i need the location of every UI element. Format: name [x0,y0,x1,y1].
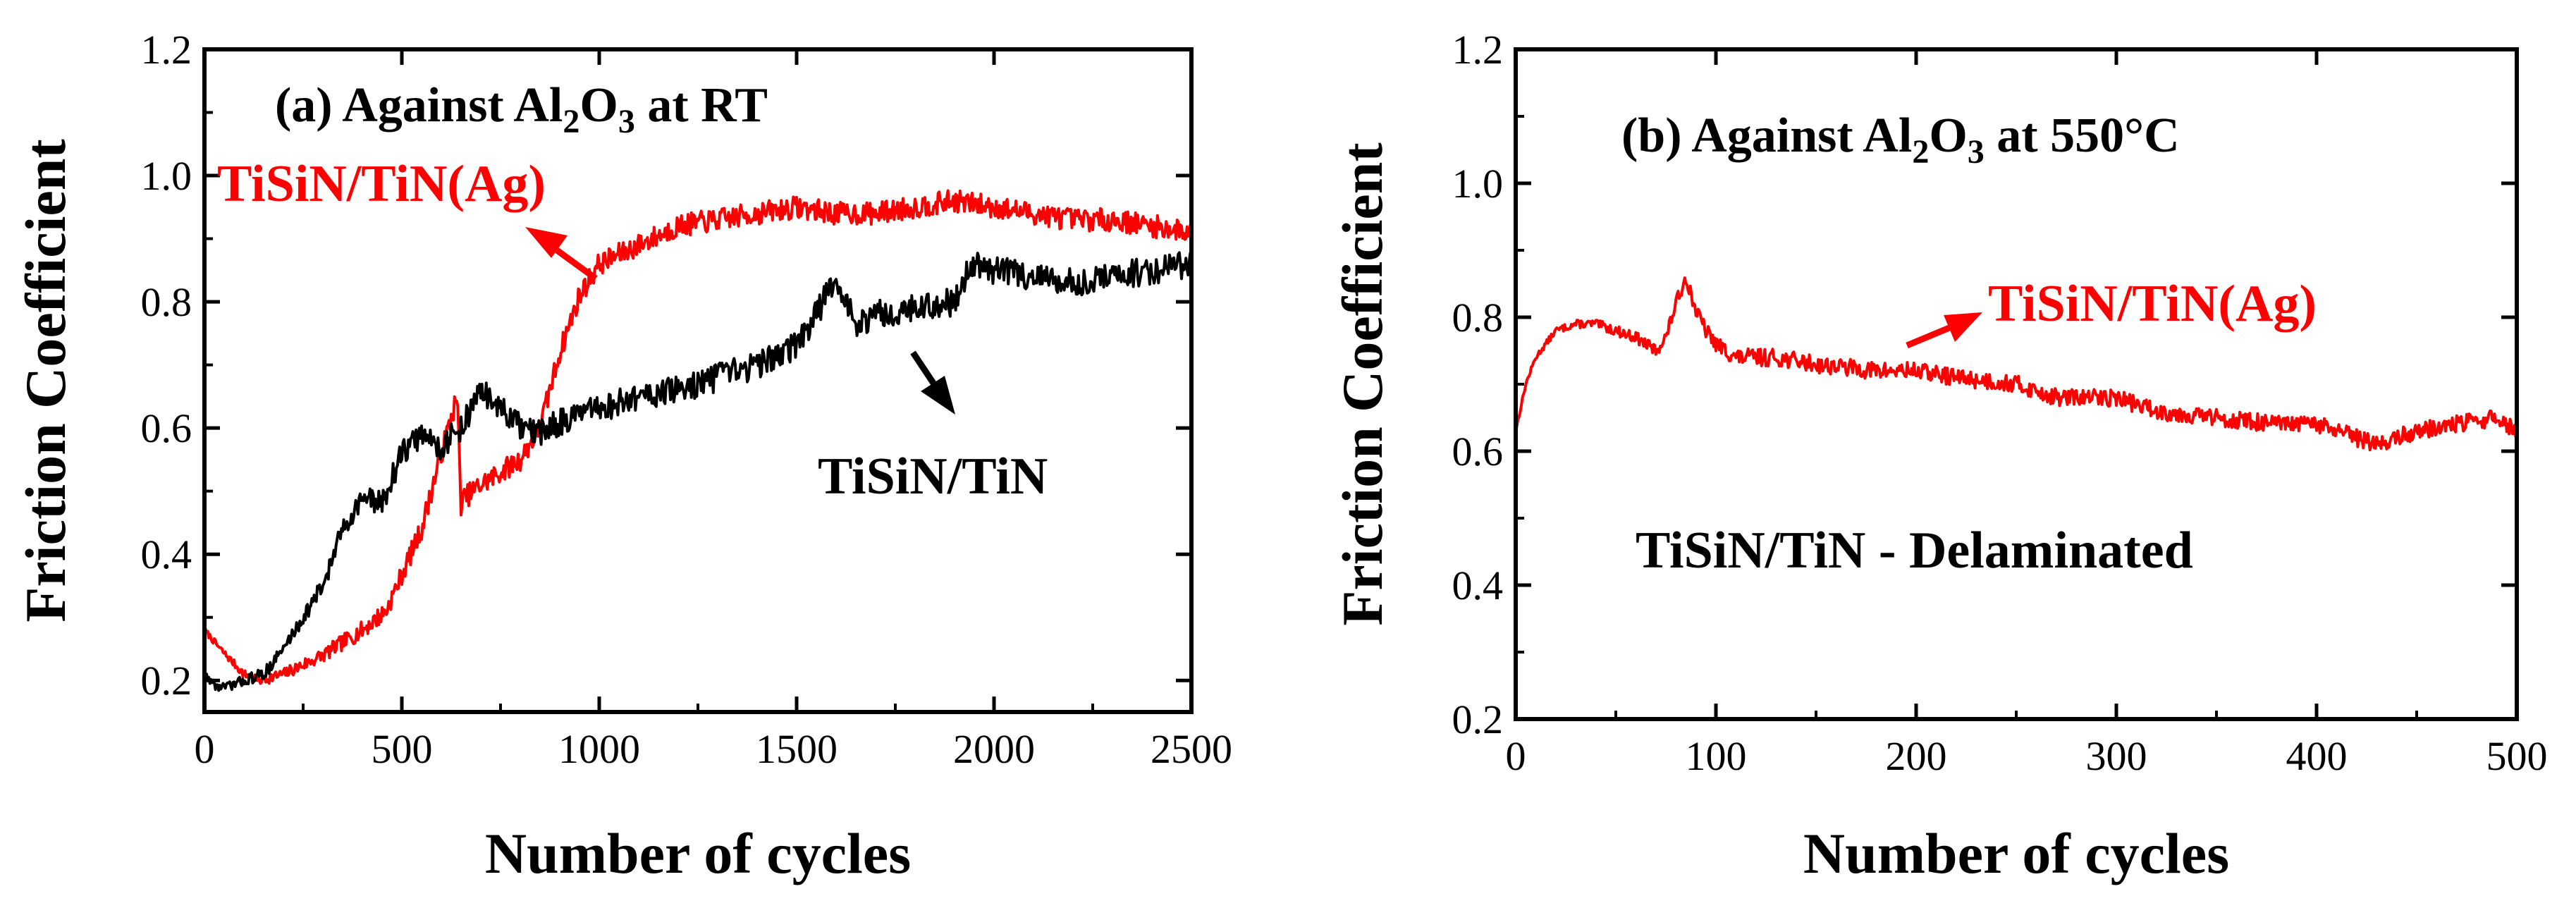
panel-b: 0 100 200 300 400 500 0.2 0.4 0.6 0.8 1.0 1.2 Frict… [1330,27,2548,885]
panel-a-xtick-label: 2000 [953,726,1035,772]
panel-a-xtick-label: 2500 [1151,726,1232,772]
panel-a: 0 500 1000 1500 2000 2500 0.2 0.4 0.6 0.8 1.0 1.2 F… [13,27,1232,885]
panel-a-ylabel: Friction Coefficient [13,139,78,622]
panel-b-ytick-label: 1.2 [1452,27,1504,73]
panel-a-ytick-label: 0.6 [141,405,192,451]
panel-b-red-series-label: TiSiN/TiN(Ag) [1988,275,2317,333]
panel-b-ytick-label: 0.2 [1452,697,1504,742]
panel-a-black-arrow [910,350,955,415]
panel-a-xtick-label: 1000 [558,726,640,772]
panel-a-series-tisin-tin-ag-line [203,189,1193,685]
panel-a-ytick-label: 0.8 [141,279,192,325]
panel-b-title: (b) Against Al2O3 at 550°C [1621,109,2180,171]
panel-b-title-suffix: at 550°C [1985,109,2180,163]
panel-b-ytick-label: 0.4 [1452,563,1504,608]
panel-b-xtick-label: 100 [1686,733,1747,779]
panel-a-ytick-label: 1.0 [141,153,192,199]
panel-a-red-series-label: TiSiN/TiN(Ag) [217,155,546,213]
panel-b-title-prefix: (b) Against Al [1621,109,1912,163]
panel-a-red-arrow [525,227,598,281]
panel-b-delaminated-note: TiSiN/TiN - Delaminated [1636,522,2193,579]
panel-a-title: (a) Against Al2O3 at RT [275,78,768,140]
panel-a-title-sub1: 2 [563,103,579,140]
panel-b-title-mid: O [1929,109,1967,163]
panel-a-ytick-label: 1.2 [141,27,192,73]
panel-b-xlabel: Number of cycles [1803,821,2229,885]
panel-a-xlabel: Number of cycles [485,821,911,885]
panel-b-ytick-label: 0.6 [1452,429,1504,474]
panel-a-title-prefix: (a) Against Al [275,78,563,133]
panel-a-xtick-label: 0 [195,726,215,772]
panel-b-red-arrow [1906,312,1982,349]
panel-b-xtick-label: 500 [2486,733,2548,779]
panel-b-xtick-label: 0 [1506,733,1526,779]
panel-b-xtick-label: 400 [2286,733,2348,779]
panel-a-ytick-label: 0.4 [141,532,192,577]
panel-a-ticks: 0 500 1000 1500 2000 2500 0.2 0.4 0.6 0.8 1.0 1.2 [141,27,1233,772]
panel-a-xtick-label: 500 [372,726,433,772]
panel-a-title-suffix: at RT [635,78,768,133]
panel-b-xtick-label: 300 [2086,733,2147,779]
panel-b-ylabel: Friction Coefficient [1330,142,1394,625]
panel-a-title-mid: O [579,78,618,133]
panel-a-series-layer [203,189,1193,692]
panel-b-title-sub1: 2 [1912,133,1929,171]
panel-b-series-tisin-tin-ag-line [1514,276,2518,452]
panel-b-ytick-label: 0.8 [1452,295,1504,340]
panel-b-xtick-label: 200 [1886,733,1947,779]
panel-b-ytick-label: 1.0 [1452,161,1504,207]
panel-a-series-tisin-tin-line [203,251,1193,692]
panel-a-xtick-label: 1500 [756,726,838,772]
panel-a-ytick-label: 0.2 [141,658,192,704]
panel-b-series-layer [1514,276,2518,452]
panel-a-black-series-label: TiSiN/TiN [818,448,1048,505]
panel-b-ticks: 0 100 200 300 400 500 0.2 0.4 0.6 0.8 1.0 1.2 [1452,27,2548,779]
panel-a-title-sub2: 3 [618,103,635,140]
panel-b-title-sub2: 3 [1968,133,1985,171]
